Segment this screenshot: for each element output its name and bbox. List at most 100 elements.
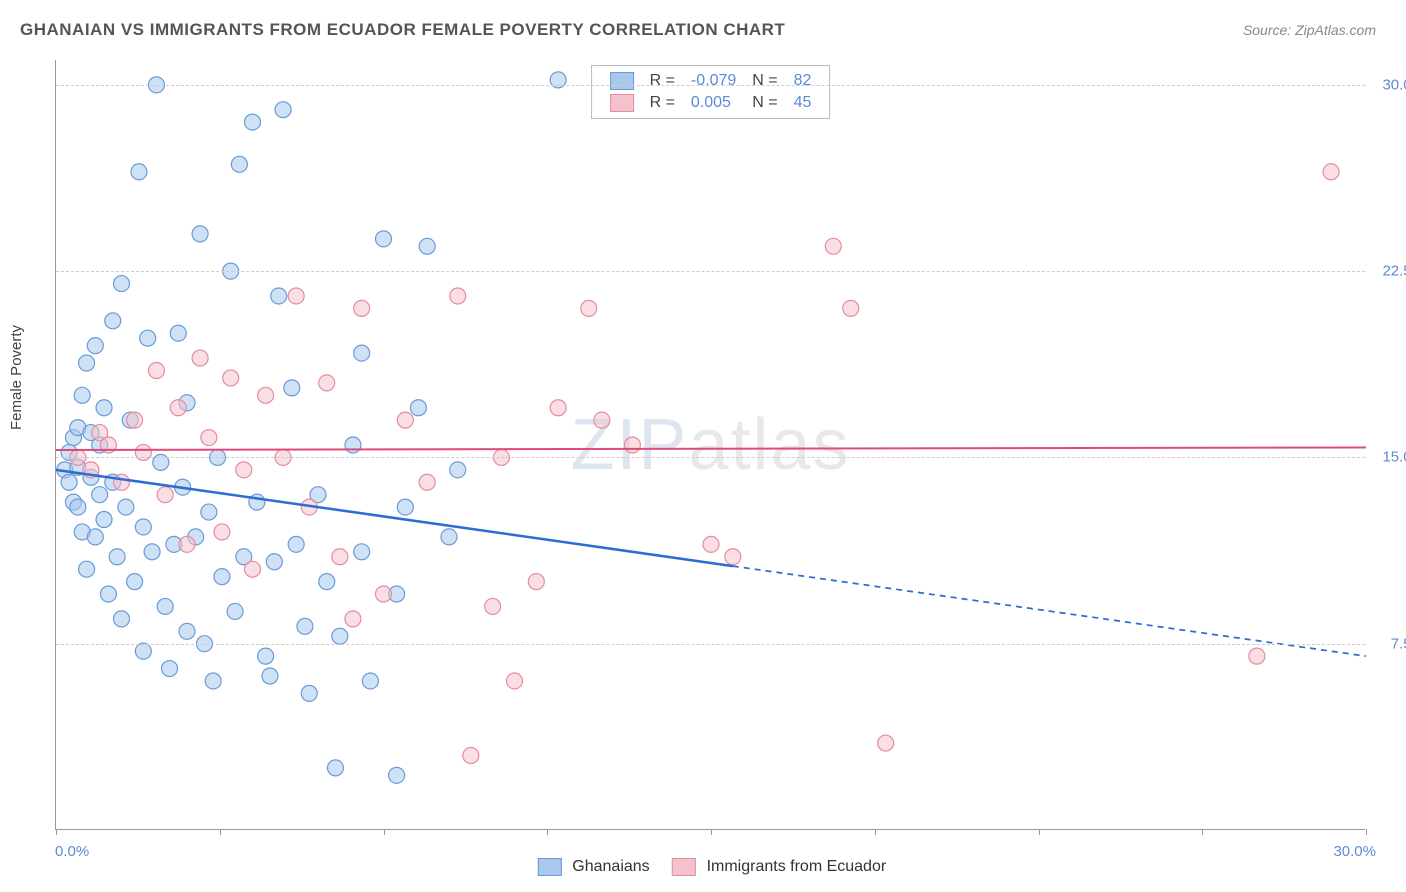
data-point bbox=[878, 735, 894, 751]
data-point bbox=[354, 345, 370, 361]
x-tick bbox=[1039, 829, 1040, 835]
data-point bbox=[162, 661, 178, 677]
data-point bbox=[528, 574, 544, 590]
x-tick bbox=[711, 829, 712, 835]
chart-plot-area: ZIPatlas R = -0.079 N = 82 R = 0.005 N =… bbox=[55, 60, 1365, 830]
legend-swatch-ghanaians bbox=[538, 858, 562, 876]
data-point bbox=[70, 499, 86, 515]
x-tick bbox=[220, 829, 221, 835]
chart-title: GHANAIAN VS IMMIGRANTS FROM ECUADOR FEMA… bbox=[20, 20, 785, 40]
data-point bbox=[332, 549, 348, 565]
data-point bbox=[179, 536, 195, 552]
data-point bbox=[825, 238, 841, 254]
data-point bbox=[345, 611, 361, 627]
y-tick-label: 7.5% bbox=[1391, 635, 1406, 652]
legend-row-series2: R = 0.005 N = 45 bbox=[602, 92, 820, 114]
data-point bbox=[223, 370, 239, 386]
data-point bbox=[135, 643, 151, 659]
r-value-2: 0.005 bbox=[683, 92, 744, 114]
data-point bbox=[362, 673, 378, 689]
source-attribution: Source: ZipAtlas.com bbox=[1243, 22, 1376, 38]
data-point bbox=[397, 412, 413, 428]
data-point bbox=[419, 238, 435, 254]
data-point bbox=[127, 412, 143, 428]
data-point bbox=[87, 529, 103, 545]
data-point bbox=[703, 536, 719, 552]
data-point bbox=[114, 611, 130, 627]
legend-label-ghanaians: Ghanaians bbox=[572, 858, 649, 875]
data-point bbox=[170, 400, 186, 416]
gridline bbox=[56, 644, 1365, 645]
x-tick bbox=[1366, 829, 1367, 835]
data-point bbox=[131, 164, 147, 180]
data-point bbox=[319, 574, 335, 590]
data-point bbox=[148, 362, 164, 378]
data-point bbox=[227, 603, 243, 619]
data-point bbox=[354, 544, 370, 560]
data-point bbox=[87, 338, 103, 354]
data-point bbox=[170, 325, 186, 341]
data-point bbox=[410, 400, 426, 416]
data-point bbox=[144, 544, 160, 560]
data-point bbox=[354, 300, 370, 316]
r-value-1: -0.079 bbox=[683, 70, 744, 92]
scatter-svg bbox=[56, 60, 1365, 829]
data-point bbox=[214, 524, 230, 540]
data-point bbox=[507, 673, 523, 689]
data-point bbox=[258, 648, 274, 664]
data-point bbox=[266, 554, 282, 570]
data-point bbox=[231, 156, 247, 172]
y-tick-label: 22.5% bbox=[1382, 263, 1406, 280]
data-point bbox=[419, 474, 435, 490]
data-point bbox=[157, 487, 173, 503]
trend-line-dashed bbox=[733, 566, 1366, 656]
data-point bbox=[135, 519, 151, 535]
y-axis-label: Female Poverty bbox=[8, 325, 25, 430]
data-point bbox=[463, 747, 479, 763]
data-point bbox=[1249, 648, 1265, 664]
data-point bbox=[624, 437, 640, 453]
data-point bbox=[258, 387, 274, 403]
correlation-legend: R = -0.079 N = 82 R = 0.005 N = 45 bbox=[591, 65, 831, 119]
data-point bbox=[96, 400, 112, 416]
data-point bbox=[236, 462, 252, 478]
data-point bbox=[79, 355, 95, 371]
data-point bbox=[100, 586, 116, 602]
x-tick bbox=[547, 829, 548, 835]
data-point bbox=[725, 549, 741, 565]
gridline bbox=[56, 271, 1365, 272]
data-point bbox=[105, 313, 121, 329]
data-point bbox=[327, 760, 343, 776]
data-point bbox=[245, 561, 261, 577]
data-point bbox=[275, 102, 291, 118]
data-point bbox=[284, 380, 300, 396]
data-point bbox=[205, 673, 221, 689]
data-point bbox=[288, 536, 304, 552]
n-value-2: 45 bbox=[786, 92, 820, 114]
data-point bbox=[581, 300, 597, 316]
data-point bbox=[450, 288, 466, 304]
data-point bbox=[61, 474, 77, 490]
y-tick-label: 30.0% bbox=[1382, 76, 1406, 93]
data-point bbox=[301, 685, 317, 701]
data-point bbox=[485, 598, 501, 614]
legend-swatch-2 bbox=[610, 94, 634, 112]
data-point bbox=[271, 288, 287, 304]
data-point bbox=[114, 276, 130, 292]
series-legend: Ghanaians Immigrants from Ecuador bbox=[520, 858, 886, 876]
legend-label-ecuador: Immigrants from Ecuador bbox=[707, 858, 887, 875]
x-tick bbox=[1202, 829, 1203, 835]
gridline bbox=[56, 457, 1365, 458]
data-point bbox=[214, 569, 230, 585]
data-point bbox=[594, 412, 610, 428]
data-point bbox=[79, 561, 95, 577]
x-tick-min: 0.0% bbox=[55, 843, 89, 860]
legend-swatch-ecuador bbox=[672, 858, 696, 876]
gridline bbox=[56, 85, 1365, 86]
data-point bbox=[376, 586, 392, 602]
data-point bbox=[550, 400, 566, 416]
data-point bbox=[192, 226, 208, 242]
data-point bbox=[109, 549, 125, 565]
x-tick bbox=[875, 829, 876, 835]
r-label-2: R = bbox=[642, 92, 683, 114]
